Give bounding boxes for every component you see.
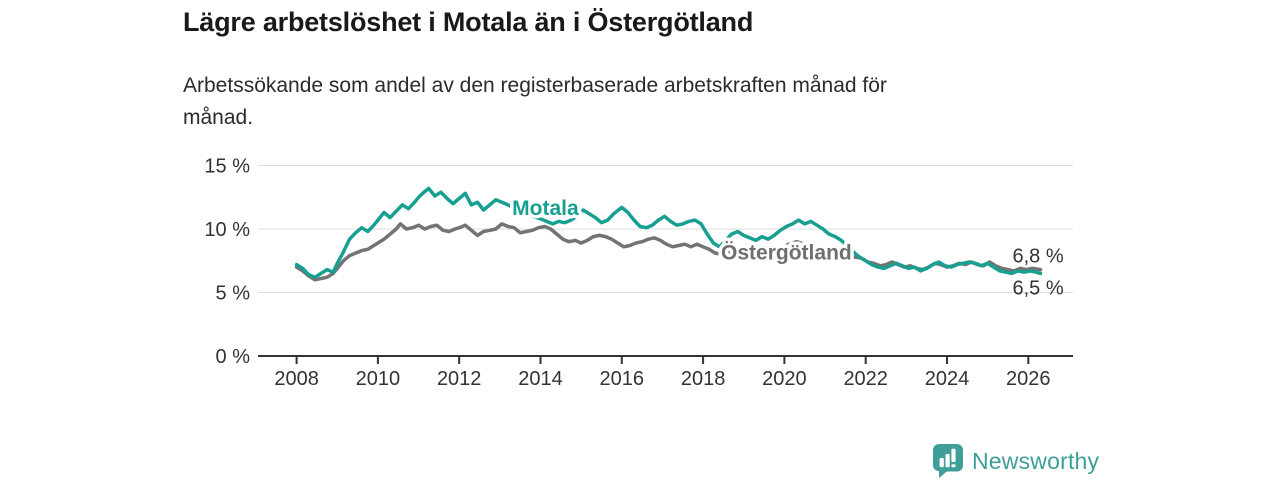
logo-exclamation-dot — [951, 464, 956, 468]
end-value-label-östergötland: 6,8 % — [1013, 246, 1064, 268]
logo-exclamation-bar — [951, 448, 956, 462]
x-tick-label: 2010 — [356, 368, 401, 390]
x-tick-label: 2020 — [762, 368, 807, 390]
x-tick-label: 2026 — [1006, 368, 1051, 390]
series-label-östergötland: Östergötland — [721, 242, 852, 265]
x-tick-label: 2016 — [600, 368, 645, 390]
page-title: Lägre arbetslöshet i Motala än i Östergö… — [183, 7, 754, 37]
brand-name: Newsworthy — [972, 447, 1100, 474]
x-tick-label: 2012 — [437, 368, 482, 390]
logo-bar-medium — [945, 454, 950, 468]
x-tick-label: 2022 — [843, 368, 888, 390]
series-line-motala — [294, 186, 1043, 280]
x-tick-label: 2008 — [274, 368, 319, 390]
series-label-motala: Motala — [512, 197, 579, 220]
x-tick-label: 2018 — [681, 368, 726, 390]
chart-subtitle-line-1: Arbetssökande som andel av den registerb… — [183, 74, 887, 97]
y-tick-label: 0 % — [216, 346, 251, 368]
logo-bar-small — [939, 458, 944, 468]
x-tick-label: 2024 — [925, 368, 970, 390]
y-tick-label: 10 % — [204, 219, 250, 241]
newsworthy-logo: Newsworthy — [933, 444, 1099, 478]
x-tick-label: 2014 — [518, 368, 563, 390]
chart-subtitle: Arbetssökande som andel av den registerb… — [183, 70, 887, 134]
y-tick-label: 5 % — [216, 283, 251, 305]
end-value-label-motala: 6,5 % — [1013, 277, 1064, 299]
newsworthy-logo-icon — [933, 444, 963, 478]
chart-subtitle-line-2: månad. — [183, 106, 254, 129]
y-tick-label: 15 % — [204, 156, 250, 178]
series-line-östergötland — [294, 222, 1043, 282]
